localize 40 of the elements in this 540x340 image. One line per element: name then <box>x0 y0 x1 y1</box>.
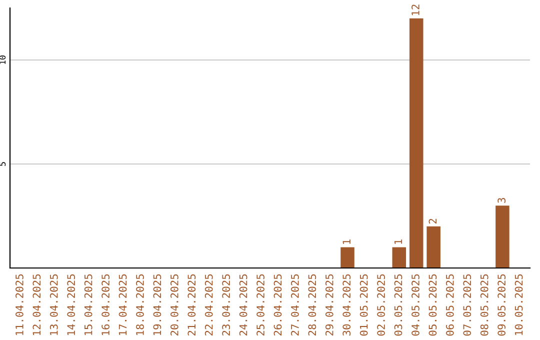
x-tick-label: 24.04.2025 <box>239 274 248 336</box>
x-tick-label: 05.05.2025 <box>428 274 437 336</box>
x-tick-label: 06.05.2025 <box>446 274 454 336</box>
data-label: 3 <box>498 198 506 203</box>
x-tick-label: 19.04.2025 <box>153 274 162 336</box>
x-tick-label: 26.04.2025 <box>274 274 282 336</box>
x-tick-label: 10.05.2025 <box>514 274 523 336</box>
x-tick-label: 15.04.2025 <box>84 274 92 336</box>
data-label: 2 <box>428 218 436 224</box>
x-tick-label: 28.04.2025 <box>308 274 316 336</box>
bar <box>496 206 510 268</box>
x-tick-label: 16.04.2025 <box>102 274 110 336</box>
x-tick-label: 17.04.2025 <box>118 274 127 336</box>
x-tick-label: 22.04.2025 <box>204 274 213 336</box>
bar <box>426 226 440 268</box>
bar <box>409 18 424 268</box>
x-tick-label: 09.05.2025 <box>498 274 506 336</box>
bar <box>392 247 406 268</box>
x-tick-label: 23.04.2025 <box>222 274 230 336</box>
x-tick-label: 18.04.2025 <box>136 274 144 336</box>
x-tick-label: 11.04.2025 <box>16 274 24 336</box>
x-tick-label: 04.05.2025 <box>412 274 420 336</box>
data-label: 1 <box>342 240 350 244</box>
x-tick-label: 30.04.2025 <box>342 274 351 336</box>
x-tick-label: 29.04.2025 <box>325 274 334 336</box>
x-tick-label: 03.05.2025 <box>394 274 402 336</box>
x-tick-label: 20.04.2025 <box>170 274 178 336</box>
x-tick-label: 21.04.2025 <box>188 274 196 336</box>
x-tick-label: 25.04.2025 <box>256 274 264 336</box>
x-tick-label: 01.05.2025 <box>360 274 368 336</box>
data-label: 12 <box>412 4 420 16</box>
x-tick-label: 12.04.2025 <box>32 274 41 336</box>
x-tick-label: 14.04.2025 <box>67 274 76 336</box>
x-tick-label: 08.05.2025 <box>480 274 488 336</box>
x-tick-label: 02.05.2025 <box>377 274 385 336</box>
bar <box>340 247 354 268</box>
x-tick-label: 07.05.2025 <box>463 274 472 336</box>
x-tick-label: 13.04.2025 <box>50 274 58 336</box>
data-label: 1 <box>394 240 402 244</box>
x-tick-label: 27.04.2025 <box>291 274 299 336</box>
